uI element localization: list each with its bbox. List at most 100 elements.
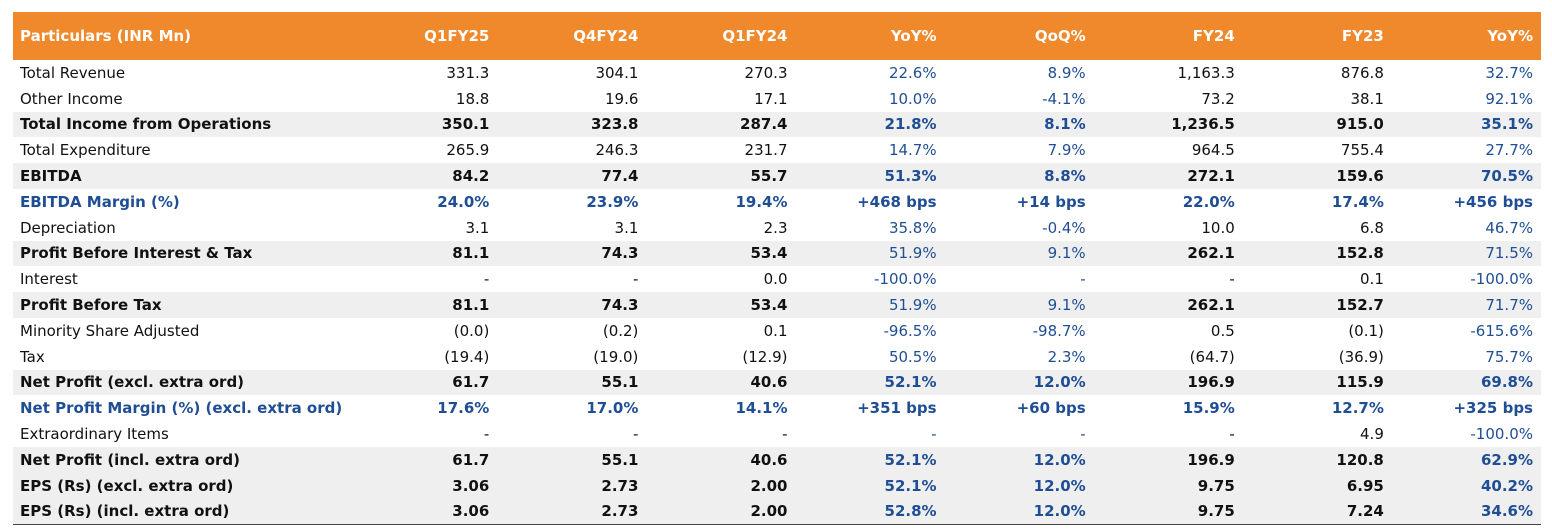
cell-value: +14 bps (1016, 192, 1086, 211)
cell-value: - (1229, 425, 1235, 444)
cell-value: 14.1% (735, 399, 788, 418)
cell-value: 27.7% (1485, 141, 1533, 160)
cell-value: 8.1% (1044, 115, 1086, 134)
cell-value: 12.0% (1033, 373, 1086, 392)
cell-value: 74.3 (601, 296, 639, 315)
cell-value: 74.3 (601, 244, 639, 263)
cell-value: 14.7% (888, 141, 937, 160)
cell-value: 2.3% (1047, 347, 1086, 366)
cell-value: 2.00 (750, 476, 788, 495)
cell-value: 2.73 (601, 476, 639, 495)
table-row: EPS (Rs) (incl. extra ord) 3.06 2.73 2.0… (13, 498, 1541, 525)
table-row: Interest - - 0.0 -100.0% - - 0.1 -100.0% (13, 266, 1541, 292)
cell-value: 22.0% (1182, 192, 1235, 211)
cell-value: 77.4 (601, 167, 639, 186)
cell-value: 81.1 (452, 244, 490, 263)
cell-value: (64.7) (1189, 347, 1235, 366)
row-label: Total Revenue (20, 63, 126, 82)
cell-value: 270.3 (744, 63, 788, 82)
cell-value: - (1080, 270, 1086, 289)
cell-value: - (483, 270, 490, 289)
cell-value: +351 bps (857, 399, 937, 418)
cell-value: 0.1 (763, 321, 788, 340)
row-label: Tax (20, 347, 45, 366)
cell-value: 52.1% (884, 373, 937, 392)
row-label: Other Income (20, 89, 123, 108)
row-label: Extraordinary Items (20, 425, 169, 444)
cell-value: 4.9 (1360, 425, 1384, 444)
cell-value: 53.4 (750, 296, 788, 315)
table-row: Net Profit (excl. extra ord) 61.7 55.1 4… (13, 369, 1541, 396)
cell-value: 40.6 (750, 450, 788, 469)
cell-value: 46.7% (1485, 218, 1533, 237)
cell-value: 19.6 (605, 89, 639, 108)
cell-value: -100.0% (1470, 425, 1533, 444)
cell-value: 75.7% (1485, 347, 1533, 366)
cell-value: 231.7 (744, 141, 788, 160)
cell-value: 755.4 (1340, 141, 1384, 160)
cell-value: +456 bps (1453, 192, 1533, 211)
cell-value: -100.0% (873, 270, 937, 289)
cell-value: 1,236.5 (1171, 115, 1235, 134)
table-row: Minority Share Adjusted (0.0) (0.2) 0.1 … (13, 318, 1541, 344)
header-q4fy24: Q4FY24 (573, 27, 639, 45)
cell-value: -100.0% (1470, 270, 1533, 289)
cell-value: 21.8% (884, 115, 937, 134)
cell-value: 23.9% (586, 192, 639, 211)
cell-value: - (632, 425, 639, 444)
cell-value: 304.1 (595, 63, 639, 82)
cell-value: 7.9% (1047, 141, 1086, 160)
cell-value: 7.24 (1242, 498, 1392, 525)
cell-value: 1,163.3 (1177, 63, 1235, 82)
cell-value: 3.06 (452, 476, 490, 495)
cell-value: 61.7 (452, 450, 490, 469)
row-label: Depreciation (20, 218, 116, 237)
cell-value: 0.0 (763, 270, 788, 289)
cell-value: -4.1% (1042, 89, 1086, 108)
cell-value: 92.1% (1485, 89, 1533, 108)
cell-value: 152.8 (1336, 244, 1384, 263)
row-label: Minority Share Adjusted (20, 321, 200, 340)
table-row: Profit Before Interest & Tax 81.1 74.3 5… (13, 240, 1541, 267)
cell-value: 84.2 (452, 167, 490, 186)
cell-value: 51.3% (884, 167, 937, 186)
cell-value: 287.4 (740, 115, 788, 134)
cell-value: -98.7% (1032, 321, 1086, 340)
cell-value: 55.1 (601, 450, 639, 469)
cell-value: 73.2 (1201, 89, 1235, 108)
cell-value: 915.0 (1336, 115, 1384, 134)
cell-value: - (632, 270, 639, 289)
cell-value: 3.06 (348, 498, 498, 525)
cell-value: 51.9% (888, 296, 937, 315)
table-row: EPS (Rs) (excl. extra ord) 3.06 2.73 2.0… (13, 472, 1541, 499)
cell-value: 50.5% (888, 347, 937, 366)
cell-value: 0.5 (1210, 321, 1235, 340)
table-row: EBITDA Margin (%) 24.0% 23.9% 19.4% +468… (13, 189, 1541, 215)
row-label: EBITDA (20, 167, 82, 186)
cell-value: 22.6% (888, 63, 937, 82)
cell-value: 152.7 (1336, 296, 1384, 315)
table-row: Total Income from Operations 350.1 323.8… (13, 111, 1541, 138)
cell-value: 10.0% (888, 89, 937, 108)
cell-value: 52.1% (884, 476, 937, 495)
cell-value: 159.6 (1336, 167, 1384, 186)
cell-value: - (782, 425, 788, 444)
cell-value: 331.3 (446, 63, 490, 82)
cell-value: 323.8 (590, 115, 639, 134)
cell-value: 3.1 (465, 218, 490, 237)
cell-value: 34.6% (1391, 498, 1541, 525)
cell-value: 2.00 (646, 498, 796, 525)
cell-value: 196.9 (1187, 450, 1235, 469)
cell-value: 17.0% (586, 399, 639, 418)
cell-value: +325 bps (1453, 399, 1533, 418)
cell-value: 350.1 (441, 115, 490, 134)
table-header: Particulars (INR Mn) Q1FY25 Q4FY24 Q1FY2… (13, 12, 1541, 60)
cell-value: 8.9% (1047, 63, 1086, 82)
cell-value: 9.1% (1047, 244, 1086, 263)
header-q1fy24: Q1FY24 (722, 27, 788, 45)
cell-value: 246.3 (595, 141, 639, 160)
header-fy24: FY24 (1192, 27, 1235, 45)
cell-value: 12.0% (1033, 476, 1086, 495)
header-q1fy25: Q1FY25 (424, 27, 490, 45)
header-yoy-quarter: YoY% (890, 27, 937, 45)
